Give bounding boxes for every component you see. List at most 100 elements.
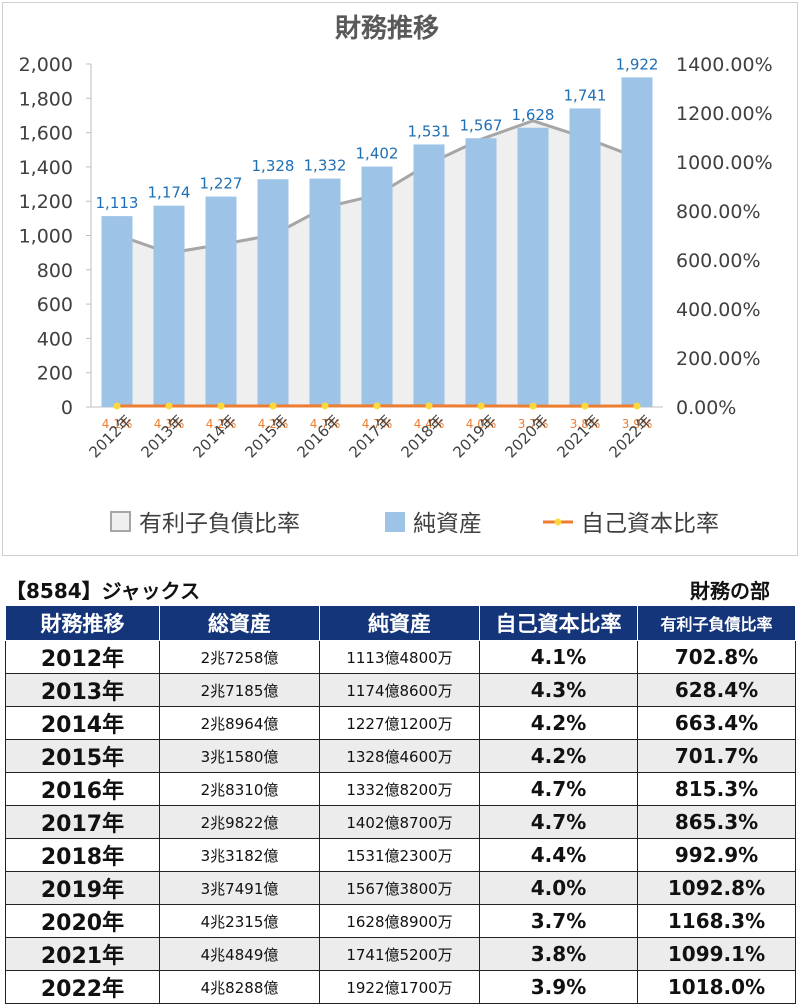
cell-equity-ratio: 4.1% — [480, 641, 638, 674]
cell-total-assets: 3兆1580億 — [160, 740, 320, 773]
header-net-assets: 純資産 — [320, 606, 480, 641]
equity-ratio-point — [478, 403, 485, 410]
left-tick-label: 0 — [61, 397, 73, 419]
cell-debt-ratio: 628.4% — [638, 674, 796, 707]
left-tick-label: 600 — [37, 294, 73, 316]
cell-total-assets: 3兆3182億 — [160, 839, 320, 872]
cell-net-assets: 1402億8700万 — [320, 806, 480, 839]
cell-total-assets: 2兆7185億 — [160, 674, 320, 707]
right-tick-label: 600.00% — [676, 250, 761, 272]
cell-debt-ratio: 1018.0% — [638, 971, 796, 1004]
left-tick-label: 400 — [37, 328, 73, 350]
left-tick-label: 1,800 — [19, 88, 73, 110]
left-tick-label: 1,600 — [19, 123, 73, 145]
header-period: 財務推移 — [6, 606, 160, 641]
equity-ratio-point — [530, 403, 537, 410]
net-assets-bar — [154, 206, 185, 407]
section-label: 財務の部 — [690, 575, 770, 604]
right-tick-label: 1400.00% — [676, 54, 773, 76]
equity-ratio-point — [270, 402, 277, 409]
cell-year: 2015年 — [6, 740, 160, 773]
cell-year: 2021年 — [6, 938, 160, 971]
net-assets-bar — [206, 197, 237, 407]
cell-year: 2016年 — [6, 773, 160, 806]
left-tick-label: 200 — [37, 363, 73, 385]
net-assets-data-label: 1,531 — [408, 122, 451, 140]
cell-total-assets: 4兆8288億 — [160, 971, 320, 1004]
legend-label-net-assets: 純資産 — [413, 511, 482, 537]
equity-ratio-point — [582, 403, 589, 410]
cell-equity-ratio: 4.2% — [480, 740, 638, 773]
legend-marker-equity-ratio — [555, 519, 562, 526]
net-assets-bar — [622, 77, 653, 407]
legend-swatch-debt-ratio — [111, 512, 130, 531]
cell-equity-ratio: 4.0% — [480, 872, 638, 905]
cell-debt-ratio: 1092.8% — [638, 872, 796, 905]
header-debt-ratio: 有利子負債比率 — [638, 606, 796, 641]
cell-equity-ratio: 4.2% — [480, 707, 638, 740]
cell-net-assets: 1531億2300万 — [320, 839, 480, 872]
cell-year: 2018年 — [6, 839, 160, 872]
cell-equity-ratio: 3.8% — [480, 938, 638, 971]
cell-total-assets: 4兆4849億 — [160, 938, 320, 971]
net-assets-bar — [102, 216, 133, 407]
cell-total-assets: 2兆8964億 — [160, 707, 320, 740]
company-label: 【8584】ジャックス — [6, 575, 200, 604]
left-tick-label: 1,200 — [19, 191, 73, 213]
right-tick-label: 400.00% — [676, 299, 761, 321]
info-row: 【8584】ジャックス 財務の部 — [6, 575, 796, 605]
right-tick-label: 200.00% — [676, 348, 761, 370]
cell-equity-ratio: 3.9% — [480, 971, 638, 1004]
cell-total-assets: 2兆7258億 — [160, 641, 320, 674]
cell-debt-ratio: 992.9% — [638, 839, 796, 872]
cell-total-assets: 4兆2315億 — [160, 905, 320, 938]
cell-net-assets: 1328億4600万 — [320, 740, 480, 773]
net-assets-data-label: 1,628 — [512, 106, 555, 124]
cell-year: 2019年 — [6, 872, 160, 905]
cell-net-assets: 1628億8900万 — [320, 905, 480, 938]
equity-ratio-point — [322, 402, 329, 409]
right-tick-label: 800.00% — [676, 201, 761, 223]
net-assets-data-label: 1,741 — [564, 86, 607, 104]
cell-net-assets: 1227億1200万 — [320, 707, 480, 740]
cell-total-assets: 3兆7491億 — [160, 872, 320, 905]
right-tick-label: 0.00% — [676, 397, 736, 419]
equity-ratio-point — [634, 403, 641, 410]
net-assets-bar — [466, 138, 497, 407]
equity-ratio-point — [166, 402, 173, 409]
left-tick-label: 1,400 — [19, 157, 73, 179]
equity-ratio-point — [374, 402, 381, 409]
header-equity-ratio: 自己資本比率 — [480, 606, 638, 641]
left-tick-label: 2,000 — [19, 54, 73, 76]
cell-debt-ratio: 815.3% — [638, 773, 796, 806]
net-assets-data-label: 1,402 — [356, 145, 399, 163]
net-assets-bar — [310, 179, 341, 407]
net-assets-data-label: 1,332 — [304, 157, 347, 175]
cell-net-assets: 1741億5200万 — [320, 938, 480, 971]
equity-ratio-point — [426, 402, 433, 409]
chart-title: 財務推移 — [335, 14, 439, 44]
legend-label-debt-ratio: 有利子負債比率 — [139, 511, 300, 537]
cell-year: 2013年 — [6, 674, 160, 707]
header-total-assets: 総資産 — [160, 606, 320, 641]
cell-equity-ratio: 4.4% — [480, 839, 638, 872]
right-tick-label: 1200.00% — [676, 103, 773, 125]
net-assets-data-label: 1,567 — [460, 116, 503, 134]
net-assets-bar — [258, 179, 289, 407]
equity-ratio-point — [218, 402, 225, 409]
net-assets-bar — [414, 144, 445, 407]
cell-year: 2017年 — [6, 806, 160, 839]
equity-ratio-point — [114, 402, 121, 409]
net-assets-data-label: 1,174 — [148, 184, 191, 202]
cell-debt-ratio: 702.8% — [638, 641, 796, 674]
cell-year: 2020年 — [6, 905, 160, 938]
cell-total-assets: 2兆9822億 — [160, 806, 320, 839]
